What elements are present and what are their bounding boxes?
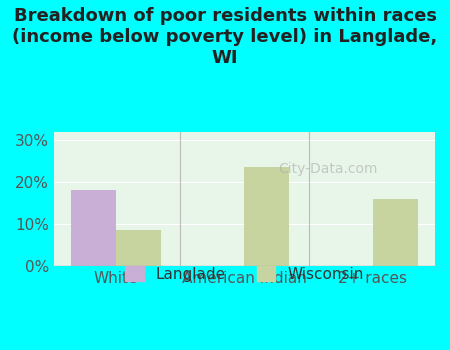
Bar bbox=[71, 190, 116, 266]
Text: City-Data.com: City-Data.com bbox=[279, 162, 378, 176]
Bar bbox=[244, 167, 289, 266]
Bar bbox=[116, 230, 161, 266]
Legend: Langlade, Wisconsin: Langlade, Wisconsin bbox=[119, 260, 369, 288]
Text: Breakdown of poor residents within races
(income below poverty level) in Langlad: Breakdown of poor residents within races… bbox=[13, 7, 437, 66]
Bar bbox=[373, 199, 418, 266]
